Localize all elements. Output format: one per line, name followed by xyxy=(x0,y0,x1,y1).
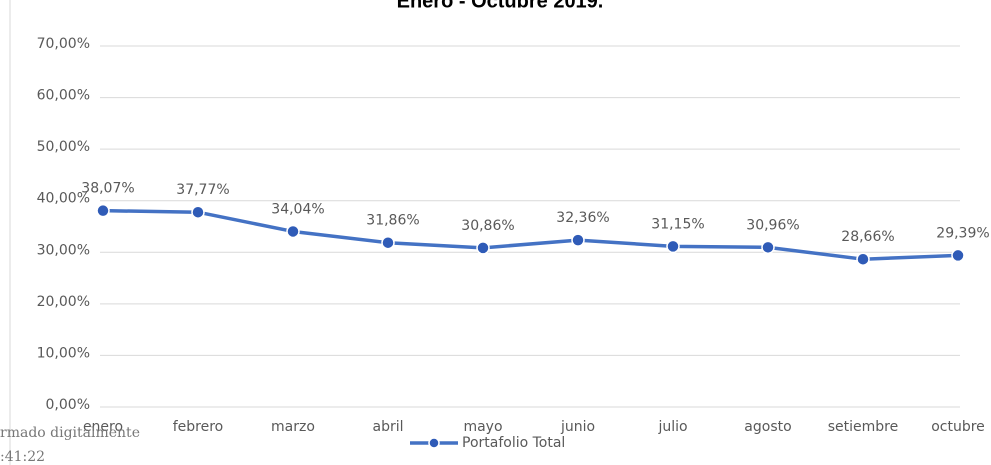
data-label: 38,07% xyxy=(81,181,134,197)
x-tick-label: agosto xyxy=(744,419,791,435)
y-tick-label: 30,00% xyxy=(37,242,90,258)
point-marker xyxy=(476,241,490,255)
x-tick-label: abril xyxy=(372,419,403,435)
y-tick-label: 60,00% xyxy=(37,88,90,104)
data-label: 28,66% xyxy=(841,229,894,245)
x-tick-label: setiembre xyxy=(828,419,899,435)
point-marker xyxy=(761,240,775,255)
point-marker xyxy=(381,235,395,250)
x-tick-label: febrero xyxy=(173,419,224,435)
data-label: 31,86% xyxy=(366,213,419,229)
point-marker xyxy=(856,252,870,266)
legend-label: Portafolio Total xyxy=(462,435,565,451)
x-tick-label: octubre xyxy=(931,419,985,435)
y-tick-label: 20,00% xyxy=(37,294,90,310)
point-marker xyxy=(666,239,680,254)
x-tick-label: julio xyxy=(657,419,687,435)
data-label: 34,04% xyxy=(271,201,324,217)
y-tick-label: 0,00% xyxy=(46,397,90,413)
point-marker xyxy=(191,205,205,219)
x-tick-label: marzo xyxy=(271,419,315,435)
series-line xyxy=(102,208,959,261)
data-label: 32,36% xyxy=(556,210,609,226)
legend-marker xyxy=(428,437,440,449)
y-tick-label: 70,00% xyxy=(37,36,90,52)
data-label: 31,15% xyxy=(651,216,704,232)
x-tick-label: junio xyxy=(560,419,595,435)
data-label: 30,96% xyxy=(746,217,799,233)
stamp-text: rmado digitalmente xyxy=(0,425,140,441)
chart-title: Enero - Octubre 2019. xyxy=(397,0,604,12)
data-label: 30,86% xyxy=(461,218,514,234)
x-tick-label: mayo xyxy=(463,419,502,435)
data-label: 37,77% xyxy=(176,182,229,198)
data-label: 29,39% xyxy=(936,225,989,241)
point-marker xyxy=(96,203,110,218)
stamp-text: :41:22 xyxy=(0,449,45,465)
y-tick-label: 40,00% xyxy=(37,191,90,207)
point-marker xyxy=(286,224,300,239)
x-tick-label: enero xyxy=(83,419,123,435)
y-tick-label: 10,00% xyxy=(37,345,90,361)
y-tick-label: 50,00% xyxy=(37,139,90,155)
point-marker xyxy=(951,248,965,263)
point-marker xyxy=(571,233,585,247)
